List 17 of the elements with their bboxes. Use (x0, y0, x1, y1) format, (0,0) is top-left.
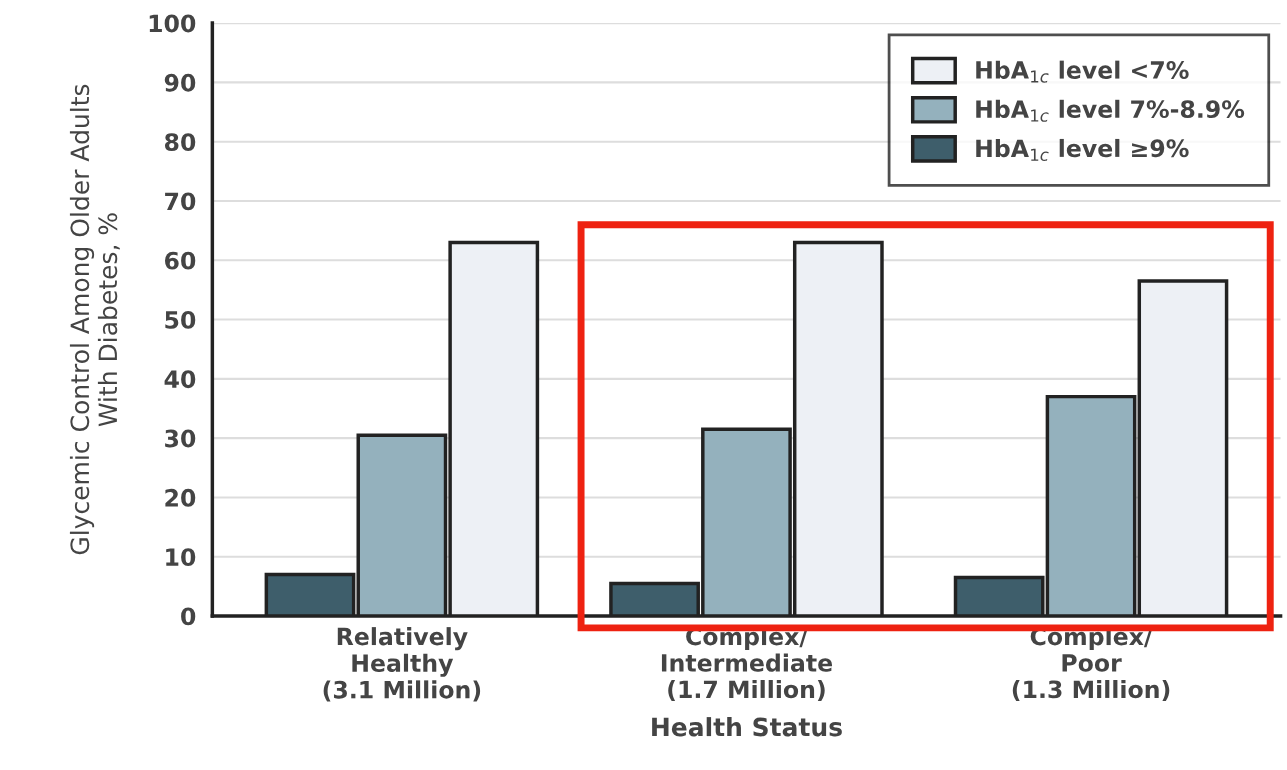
y-tick-label: 20 (165, 488, 196, 507)
legend-label: HbA$_{1c}$ level ≥9% (976, 138, 1189, 161)
x-tick-label: Relatively Healthy (3.1 Million) (323, 627, 481, 702)
y-tick-label: 100 (149, 14, 196, 33)
y-tick-label: 40 (164, 370, 196, 389)
x-axis-title: Health Status (652, 717, 842, 737)
y-tick-label: 50 (165, 311, 196, 329)
y-tick-label: 80 (164, 133, 196, 151)
y-tick-label: 30 (165, 429, 196, 448)
y-axis-title: Glycemic Control Among Older Adults With Diabetes, % (69, 84, 120, 555)
y-tick-label: 10 (166, 548, 196, 567)
y-tick-label: 90 (164, 73, 196, 92)
y-tick-label: 0 (181, 607, 196, 626)
legend-label: HbA$_{1c}$ level <7% (976, 60, 1189, 83)
y-tick-label: 60 (164, 251, 196, 270)
y-tick-label: 70 (165, 192, 196, 211)
legend-label: HbA$_{1c}$ level 7%-8.9% (976, 99, 1245, 122)
